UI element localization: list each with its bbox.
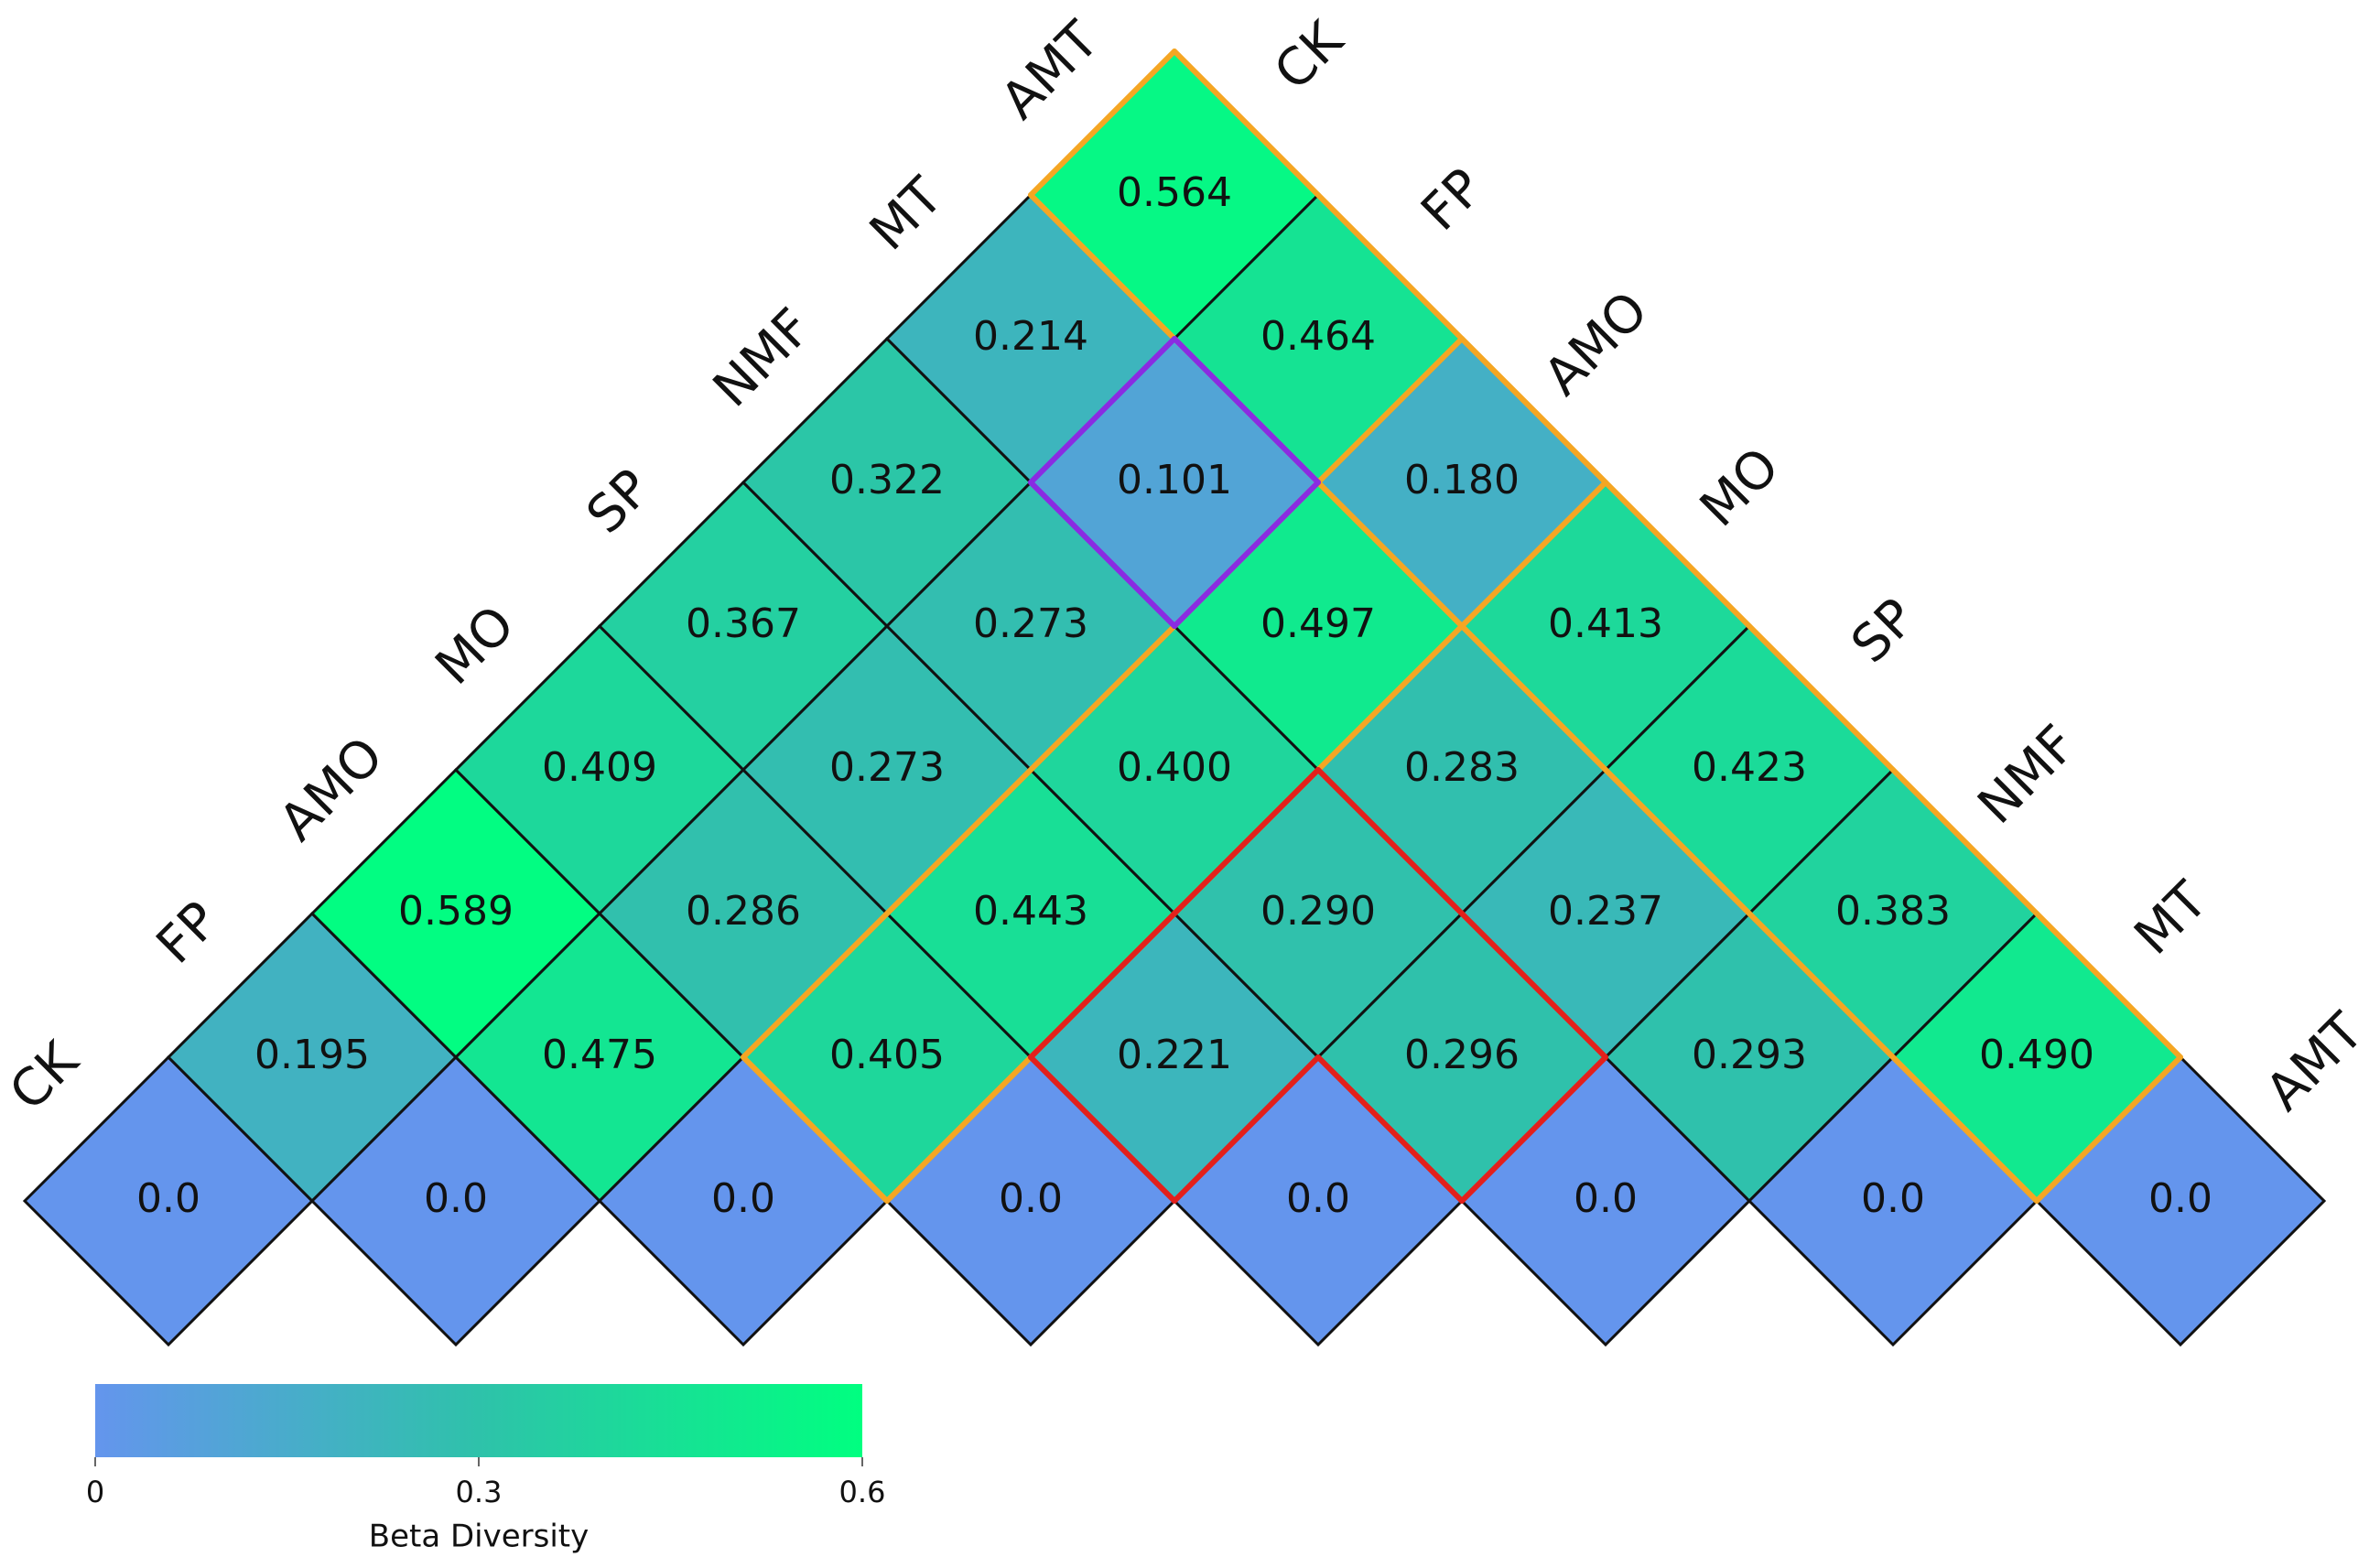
right-axis-label: CK (1263, 10, 1355, 102)
cell-value-label: 0.0 (424, 1175, 488, 1222)
right-axis-label: AMO (1533, 280, 1660, 406)
cell-value-label: 0.296 (1404, 1032, 1520, 1078)
cell-value-label: 0.0 (1861, 1175, 1925, 1222)
highlight-outline (1028, 480, 1177, 629)
right-axis-label: SP (1840, 588, 1927, 675)
colorbar-tick-label: 0.6 (839, 1475, 886, 1509)
highlight-outline (1603, 767, 1752, 916)
highlight-outline (1603, 480, 1752, 629)
cell-value-label: 0.214 (973, 313, 1088, 360)
highlight-outline (1459, 911, 1608, 1060)
cell-value-label: 0.293 (1692, 1032, 1807, 1078)
highlight-outline (1459, 623, 1608, 773)
highlight-outline (1315, 623, 1465, 773)
highlight-outline (884, 767, 1033, 916)
left-axis-label: AMT (990, 10, 1110, 131)
highlight-outline (1459, 336, 1608, 485)
highlight-outline (1172, 49, 1321, 198)
highlight-outline (741, 911, 890, 1060)
cell-value-label: 0.413 (1548, 600, 1663, 647)
cell-value-label: 0.290 (1260, 888, 1376, 935)
highlight-outline (1028, 623, 1177, 773)
left-axis-label: MT (859, 166, 955, 262)
highlight-outline (1028, 1054, 1177, 1204)
highlight-outline (1028, 49, 1177, 198)
cell-value-label: 0.475 (542, 1032, 657, 1078)
cell-value-label: 0.195 (254, 1032, 370, 1078)
cell-value-label: 0.0 (1286, 1175, 1350, 1222)
highlight-outline (1028, 911, 1177, 1060)
highlight-outline (884, 1054, 1033, 1204)
cell-value-label: 0.367 (686, 600, 801, 647)
left-axis-label: AMO (268, 726, 395, 852)
cell-value-label: 0.0 (1574, 1175, 1638, 1222)
highlight-outline (1315, 336, 1465, 485)
cell-value-label: 0.0 (999, 1175, 1063, 1222)
highlight-outline (1172, 480, 1321, 629)
highlight-outline (1747, 623, 1896, 773)
highlight-outline (1747, 911, 1896, 1060)
cell-value-label: 0.409 (542, 744, 657, 791)
colorbar-tick-label: 0 (86, 1475, 104, 1509)
cell-value-label: 0.0 (2148, 1175, 2212, 1222)
cell-value-label: 0.400 (1117, 744, 1232, 791)
cell-value-label: 0.286 (686, 888, 801, 935)
cell-value-label: 0.273 (829, 744, 945, 791)
cell-value-label: 0.497 (1260, 600, 1376, 647)
highlight-outline (741, 1054, 890, 1204)
highlight-outline (1172, 767, 1321, 916)
highlight-outline (1315, 767, 1465, 916)
highlight-outline (1315, 192, 1465, 341)
cell-value-label: 0.589 (398, 888, 514, 935)
right-axis-label: AMT (2255, 1001, 2375, 1122)
highlight-outline (1028, 336, 1177, 485)
highlight-outline (1172, 336, 1321, 485)
highlight-outline (1172, 1054, 1321, 1204)
highlight-outline (1890, 1054, 2039, 1204)
left-axis-label: FP (146, 891, 231, 976)
colorbar (95, 1384, 862, 1457)
cell-value-label: 0.101 (1117, 457, 1232, 503)
cell-value-label: 0.490 (1979, 1032, 2094, 1078)
cell-value-label: 0.464 (1260, 313, 1376, 360)
highlight-outline (2034, 1054, 2183, 1204)
cell-value-label: 0.564 (1117, 169, 1232, 216)
right-axis-label: MT (2124, 871, 2220, 967)
cell-value-label: 0.237 (1548, 888, 1663, 935)
colorbar-label: Beta Diversity (369, 1519, 589, 1555)
right-axis-label: FP (1410, 157, 1495, 243)
cell-value-label: 0.322 (829, 457, 945, 503)
left-axis-label: MO (425, 595, 526, 697)
cell-value-label: 0.283 (1404, 744, 1520, 791)
left-axis-label: SP (576, 459, 663, 546)
cell-value-label: 0.221 (1117, 1032, 1232, 1078)
highlight-outline (1315, 480, 1465, 629)
left-axis-label: CK (0, 1030, 91, 1121)
highlight-outline (1315, 1054, 1465, 1204)
highlight-outline (1890, 767, 2039, 916)
right-axis-label: NMF (1967, 714, 2089, 836)
right-axis-label: MO (1689, 437, 1790, 538)
cell-value-label: 0.423 (1692, 744, 1807, 791)
colorbar-tick-label: 0.3 (456, 1475, 503, 1509)
left-axis-label: NMF (702, 297, 824, 419)
cell-value-label: 0.273 (973, 600, 1088, 647)
highlight-outline (2034, 911, 2183, 1060)
cell-value-label: 0.180 (1404, 457, 1520, 503)
cell-value-label: 0.0 (711, 1175, 775, 1222)
cell-value-label: 0.383 (1835, 888, 1951, 935)
highlight-outline (1459, 480, 1608, 629)
highlight-outline (1459, 1054, 1608, 1204)
cell-value-label: 0.405 (829, 1032, 945, 1078)
highlight-outline (1028, 192, 1177, 341)
cell-value-label: 0.443 (973, 888, 1088, 935)
cell-value-label: 0.0 (136, 1175, 200, 1222)
